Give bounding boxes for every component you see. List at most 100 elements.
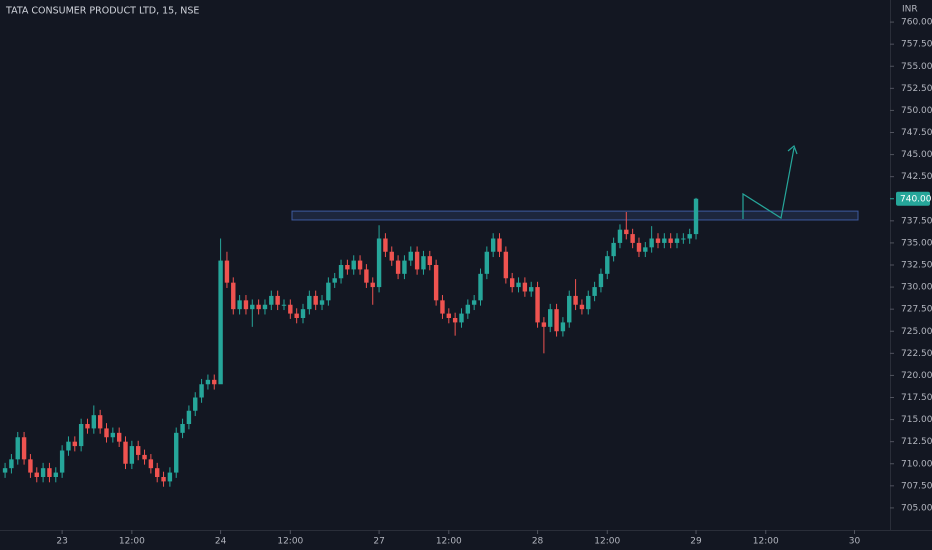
y-tick-label: 747.50 xyxy=(901,128,932,138)
candle-body xyxy=(275,295,280,305)
candle-body xyxy=(167,472,173,482)
candle-body xyxy=(142,454,147,460)
candle-body xyxy=(116,432,122,442)
candle-body xyxy=(21,437,27,460)
candle-body xyxy=(243,300,249,310)
projection-arrow xyxy=(742,147,795,219)
candle-body xyxy=(332,278,337,283)
candle-body xyxy=(592,287,597,296)
candle-body xyxy=(123,441,128,464)
y-tick-label: 712.50 xyxy=(901,437,932,447)
candle-body xyxy=(402,260,407,274)
y-tick-label: 752.50 xyxy=(901,84,932,94)
candle-body xyxy=(636,242,642,252)
candle-body xyxy=(313,295,318,305)
chart-title: TATA CONSUMER PRODUCT LTD, 15, NSE xyxy=(5,6,199,17)
candle-body xyxy=(28,459,33,473)
candle-body xyxy=(174,432,179,473)
candle-body xyxy=(668,238,673,243)
y-tick-label: 717.50 xyxy=(901,393,932,403)
candle-body xyxy=(433,265,439,301)
candle-body xyxy=(85,424,90,429)
candle-body xyxy=(15,437,20,460)
y-tick-label: 715.00 xyxy=(901,415,932,425)
y-tick-label: 757.50 xyxy=(901,40,932,50)
candle-body xyxy=(53,472,58,477)
candle-body xyxy=(2,468,8,473)
candle-body xyxy=(135,446,141,455)
candle-body xyxy=(110,432,116,438)
x-tick-label: 23 xyxy=(56,537,67,547)
y-tick-label: 720.00 xyxy=(901,371,932,381)
candle-body xyxy=(218,260,223,385)
y-tick-label: 730.00 xyxy=(901,283,932,293)
candle-body xyxy=(66,441,71,451)
candle-body xyxy=(319,300,325,305)
candle-body xyxy=(554,309,559,332)
candle-body xyxy=(129,446,135,464)
candle-body xyxy=(535,287,540,323)
candle-body xyxy=(522,282,528,292)
candle-body xyxy=(91,415,97,429)
candle-body xyxy=(662,238,667,243)
candle-body xyxy=(345,265,350,270)
candle-body xyxy=(560,322,566,332)
candle-body xyxy=(446,313,452,318)
candle-body xyxy=(395,260,401,274)
last-price-box xyxy=(896,191,930,206)
candle-body xyxy=(97,415,103,429)
candle-body xyxy=(598,273,604,288)
candle-body xyxy=(478,273,483,301)
candle-body xyxy=(148,459,154,469)
candle-body xyxy=(427,256,432,265)
candle-body xyxy=(611,242,616,257)
y-tick-label: 737.50 xyxy=(901,216,932,226)
y-tick-label: 710.00 xyxy=(901,459,932,469)
candle-body xyxy=(205,379,211,385)
candle-body xyxy=(288,304,293,314)
candle-body xyxy=(484,251,490,274)
candle-body xyxy=(300,309,306,318)
candle-body xyxy=(357,260,363,270)
candle-body xyxy=(351,260,356,270)
candle-body xyxy=(687,234,692,239)
candle-body xyxy=(655,238,661,243)
candle-body xyxy=(34,472,39,477)
candle-body xyxy=(59,450,65,473)
y-tick-label: 707.50 xyxy=(901,481,932,491)
x-tick-label: 30 xyxy=(849,537,861,547)
candle-body xyxy=(414,251,420,270)
candle-body xyxy=(440,300,445,314)
candle-body xyxy=(256,304,261,310)
candle-body xyxy=(224,260,230,283)
candle-body xyxy=(408,251,413,261)
candle-body xyxy=(250,304,255,310)
candle-body xyxy=(155,468,160,477)
candle-body xyxy=(459,313,464,323)
x-tick-label: 28 xyxy=(532,537,544,547)
candle-body xyxy=(326,282,331,301)
x-tick-label: 12:00 xyxy=(277,537,303,547)
y-tick-label: 755.00 xyxy=(901,62,932,72)
candle-body xyxy=(674,238,680,243)
candle-body xyxy=(269,295,274,305)
candle-body xyxy=(649,238,654,248)
candle-body xyxy=(193,397,198,411)
candle-body xyxy=(72,441,78,447)
candle-body xyxy=(630,234,635,243)
candle-body xyxy=(548,309,553,327)
x-tick-label: 12:00 xyxy=(436,537,462,547)
y-tick-label: 750.00 xyxy=(901,106,932,116)
candle-body xyxy=(490,238,496,252)
candle-body xyxy=(161,477,166,482)
x-tick-label: 27 xyxy=(373,537,384,547)
candle-body xyxy=(281,304,287,306)
candle-body xyxy=(104,428,109,438)
candle-body xyxy=(338,265,344,279)
last-price-label: 740.00 xyxy=(900,194,932,204)
x-tick-label: 29 xyxy=(690,537,702,547)
x-tick-label: 24 xyxy=(215,537,227,547)
y-tick-label: 745.00 xyxy=(901,150,932,160)
candle-body xyxy=(567,295,572,323)
candle-body xyxy=(503,251,509,279)
